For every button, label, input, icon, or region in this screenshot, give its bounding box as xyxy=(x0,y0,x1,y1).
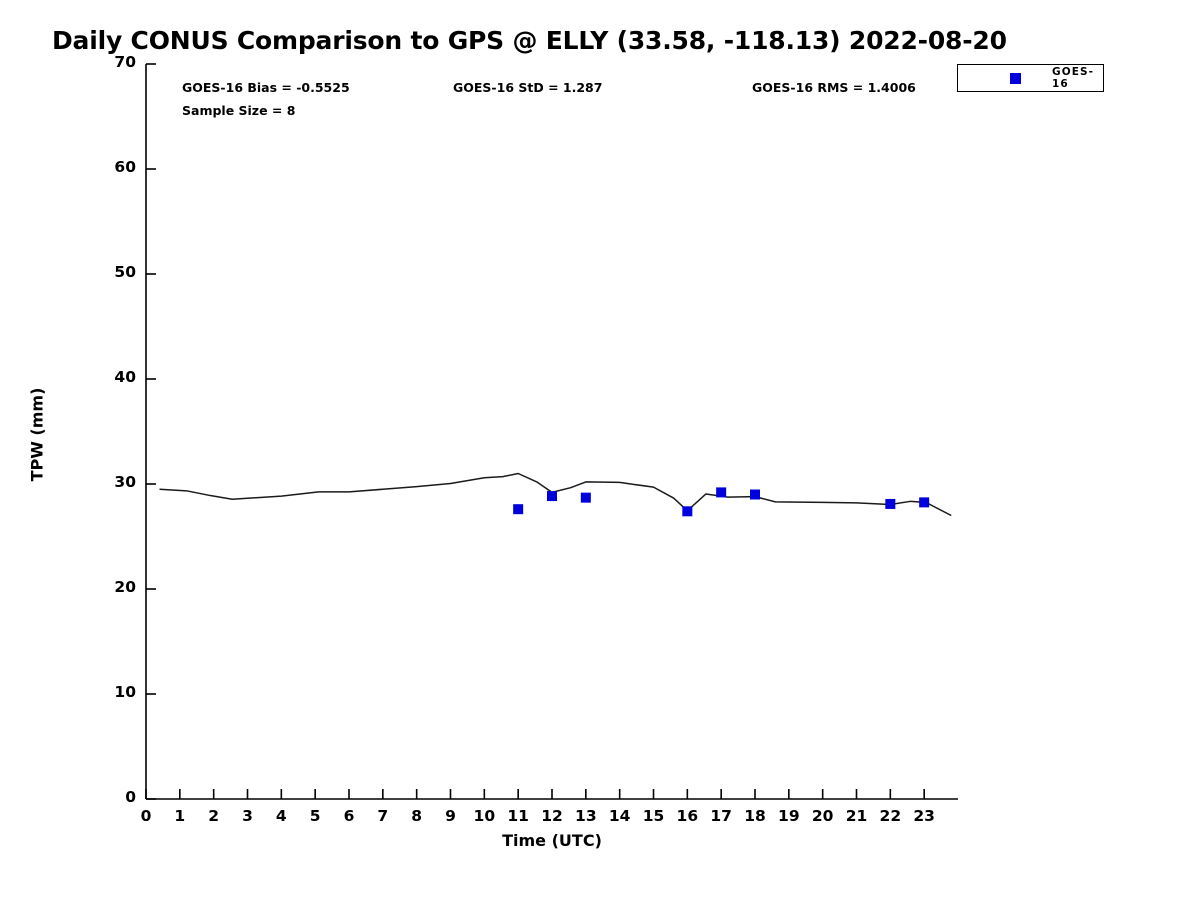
x-tick-label: 21 xyxy=(845,807,868,825)
x-tick-label: 13 xyxy=(575,807,597,825)
data-point-marker xyxy=(750,489,760,500)
x-tick-label: 0 xyxy=(140,807,152,825)
x-tick-label: 10 xyxy=(473,807,496,825)
x-tick-label: 17 xyxy=(710,807,732,825)
x-tick-label: 19 xyxy=(778,807,800,825)
legend-swatch-goes16 xyxy=(1010,72,1021,84)
x-tick-label: 11 xyxy=(507,807,529,825)
y-axis-ticks xyxy=(146,63,156,800)
data-point-marker xyxy=(919,497,930,508)
data-point-marker xyxy=(682,506,693,517)
y-axis-title: TPW (mm) xyxy=(27,387,47,482)
x-tick-label: 3 xyxy=(242,807,253,825)
y-tick-label: 60 xyxy=(114,158,136,176)
x-tick-label: 22 xyxy=(879,807,902,825)
x-tick-label: 12 xyxy=(541,807,563,825)
x-tick-label: 4 xyxy=(275,807,287,825)
x-tick-label: 1 xyxy=(174,807,186,825)
y-tick-label: 40 xyxy=(114,368,136,386)
page-title: Daily CONUS Comparison to GPS @ ELLY (33… xyxy=(52,26,1007,55)
data-point-marker xyxy=(580,492,591,503)
x-tick-label: 9 xyxy=(445,807,456,825)
x-tick-label: 20 xyxy=(811,807,834,825)
data-point-marker xyxy=(513,504,524,515)
x-tick-label: 8 xyxy=(411,807,423,825)
x-tick-label: 7 xyxy=(377,807,389,825)
legend-label-goes16: GOES-16 xyxy=(1052,66,1095,90)
data-point-marker xyxy=(885,498,896,509)
data-point-marker xyxy=(716,487,727,498)
y-tick-label: 70 xyxy=(114,53,136,71)
y-tick-label: 10 xyxy=(114,683,136,701)
goes16-marker-series xyxy=(513,487,930,517)
x-tick-label: 14 xyxy=(608,807,631,825)
y-tick-label: 30 xyxy=(114,473,136,491)
x-tick-label: 18 xyxy=(744,807,766,825)
y-tick-label: 0 xyxy=(125,788,136,806)
x-axis-title: Time (UTC) xyxy=(502,831,602,850)
chart-legend[interactable]: GOES-16 xyxy=(957,64,1104,92)
data-line-gps xyxy=(159,472,952,517)
stat-rms: GOES-16 RMS = 1.4006 xyxy=(752,80,916,95)
gps-line-series xyxy=(159,472,952,517)
stat-bias: GOES-16 Bias = -0.5525 xyxy=(182,80,350,95)
x-axis-ticks xyxy=(145,789,925,799)
axes-frame xyxy=(145,64,958,800)
x-tick-label: 15 xyxy=(642,807,665,825)
x-tick-label: 5 xyxy=(309,807,321,825)
x-tick-label: 16 xyxy=(676,807,699,825)
stat-std: GOES-16 StD = 1.287 xyxy=(453,80,603,95)
stat-sample-size: Sample Size = 8 xyxy=(182,103,296,118)
data-point-marker xyxy=(547,491,557,502)
y-tick-label: 50 xyxy=(114,263,136,281)
y-tick-label: 20 xyxy=(114,578,136,596)
x-tick-label: 23 xyxy=(913,807,935,825)
x-tick-label: 2 xyxy=(208,807,220,825)
x-tick-label: 6 xyxy=(343,807,355,825)
